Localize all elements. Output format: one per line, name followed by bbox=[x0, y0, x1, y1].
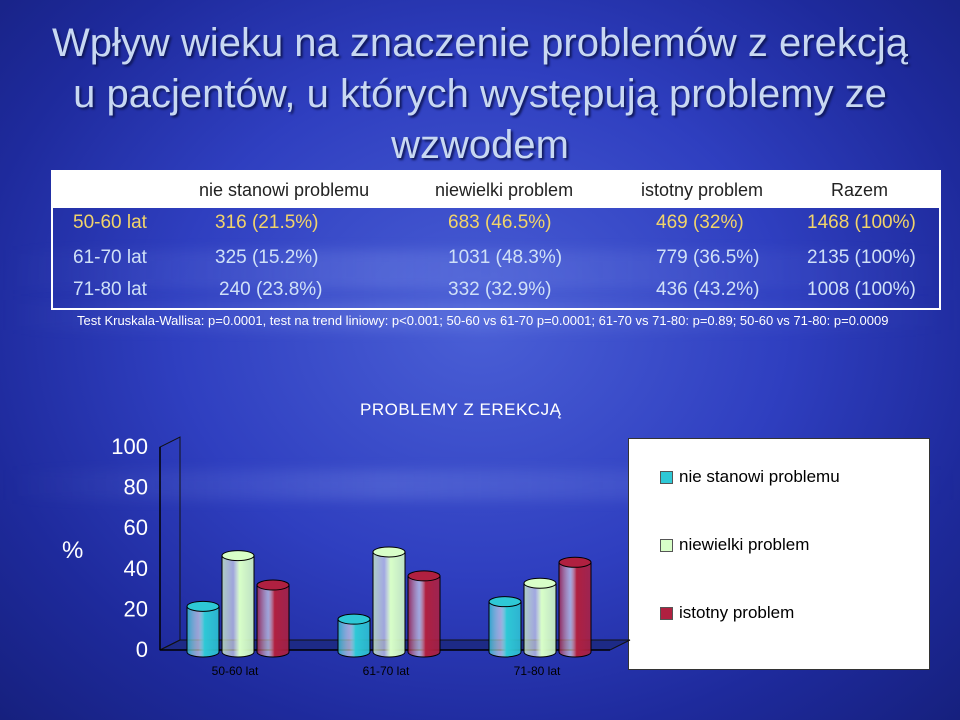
bar bbox=[407, 570, 441, 658]
table-cell: 2135 (100%) bbox=[807, 247, 916, 268]
chart-title: PROBLEMY Z EREKCJĄ bbox=[360, 400, 562, 419]
y-tick-label: 0 bbox=[136, 637, 148, 662]
legend-box bbox=[628, 438, 930, 670]
table-cell: 325 (15.2%) bbox=[215, 247, 319, 268]
table-cell: 683 (46.5%) bbox=[448, 212, 552, 233]
row-label: 50-60 lat bbox=[73, 212, 147, 233]
table-cell: 1031 (48.3%) bbox=[448, 247, 563, 268]
table-cell: 1008 (100%) bbox=[807, 279, 916, 300]
bar bbox=[337, 613, 371, 658]
table-cell: 436 (43.2%) bbox=[656, 279, 760, 300]
y-tick-label: 60 bbox=[124, 515, 148, 540]
table-cell: 469 (32%) bbox=[656, 212, 744, 233]
header-no-problem: nie stanowi problemu bbox=[199, 180, 370, 200]
table-cell: 240 (23.8%) bbox=[219, 279, 323, 300]
summary-table: nie stanowi problemu niewielki problem i… bbox=[51, 170, 941, 310]
legend-item: nie stanowi problemu bbox=[660, 467, 840, 487]
row-label: 61-70 lat bbox=[73, 247, 147, 268]
legend-label: niewielki problem bbox=[679, 535, 810, 554]
legend-swatch bbox=[660, 607, 673, 621]
header-significant-problem: istotny problem bbox=[641, 180, 764, 200]
y-tick-label: 40 bbox=[124, 556, 148, 581]
bar bbox=[558, 556, 592, 658]
x-tick-label: 61-70 lat bbox=[363, 664, 410, 678]
x-tick-label: 71-80 lat bbox=[514, 664, 561, 678]
header-total: Razem bbox=[831, 180, 889, 200]
statistical-test-note: Test Kruskala-Wallisa: p=0.0001, test na… bbox=[77, 313, 889, 328]
bar bbox=[372, 546, 406, 658]
slide-title: Wpływ wieku na znaczenie problemów z ere… bbox=[52, 21, 908, 167]
row-label: 71-80 lat bbox=[73, 279, 147, 300]
y-tick-label: 80 bbox=[124, 475, 148, 500]
y-axis-label: % bbox=[62, 537, 83, 564]
plot-wall bbox=[159, 436, 181, 651]
bar bbox=[186, 600, 220, 658]
header-small-problem: niewielki problem bbox=[435, 180, 574, 200]
table-cell: 332 (32.9%) bbox=[448, 279, 552, 300]
table-cell: 1468 (100%) bbox=[807, 212, 916, 233]
legend-item: niewielki problem bbox=[660, 535, 809, 555]
legend-swatch bbox=[660, 471, 673, 485]
legend-label: istotny problem bbox=[679, 603, 795, 622]
bar bbox=[523, 577, 557, 658]
bar bbox=[488, 596, 522, 658]
legend-label: nie stanowi problemu bbox=[679, 467, 840, 486]
bar bbox=[221, 550, 255, 658]
y-tick-label: 100 bbox=[111, 434, 148, 459]
table-cell: 779 (36.5%) bbox=[656, 247, 760, 268]
legend-item: istotny problem bbox=[660, 603, 794, 623]
bar bbox=[256, 579, 290, 658]
table-cell: 316 (21.5%) bbox=[215, 212, 319, 233]
x-tick-label: 50-60 lat bbox=[212, 664, 259, 678]
y-tick-label: 20 bbox=[124, 596, 148, 621]
table-header: nie stanowi problemu niewielki problem i… bbox=[53, 172, 939, 208]
legend-swatch bbox=[660, 539, 673, 553]
